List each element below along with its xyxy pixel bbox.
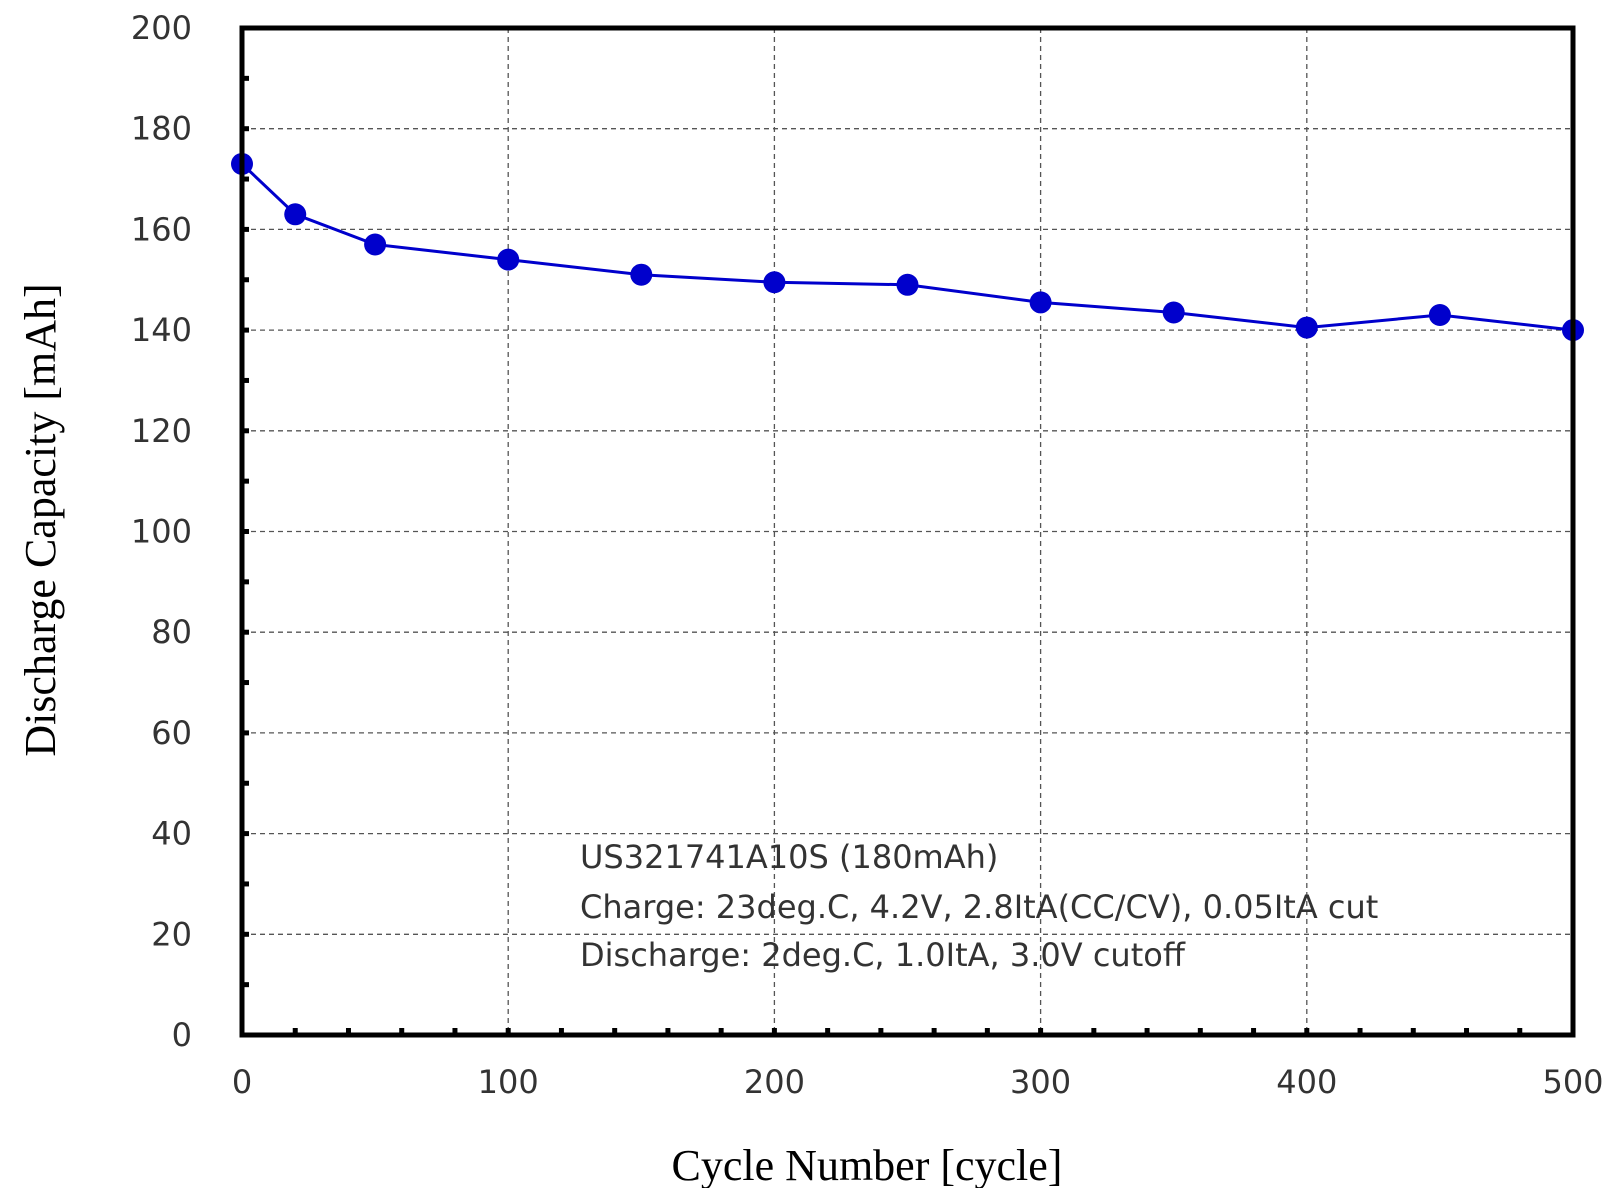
y-tick-label: 60	[151, 714, 192, 752]
x-axis-title: Cycle Number [cycle]	[672, 1141, 1063, 1188]
series-layer	[231, 152, 1584, 342]
y-tick-label: 100	[131, 513, 192, 551]
x-tick-label: 200	[744, 1063, 805, 1101]
data-point	[1428, 303, 1451, 326]
annotation-line-3: Discharge: 2deg.C, 1.0ItA, 3.0V cutoff	[580, 936, 1186, 974]
y-axis-title: Discharge Capacity [mAh]	[16, 283, 65, 756]
x-tick-label: 0	[232, 1063, 252, 1101]
data-point	[896, 273, 919, 296]
plot-frame	[239, 25, 1576, 1038]
y-tick-label: 140	[131, 311, 192, 349]
data-point	[284, 203, 307, 226]
y-tick-label: 40	[151, 815, 192, 853]
y-tick-label: 80	[151, 613, 192, 651]
y-tick-label: 200	[131, 9, 192, 47]
data-point	[1162, 301, 1185, 324]
annotation-line-1: US321741A10S (180mAh)	[580, 838, 998, 876]
data-point	[763, 271, 786, 294]
series-line	[240, 162, 1574, 332]
x-tick-label: 100	[478, 1063, 539, 1101]
y-tick-label: 180	[131, 110, 192, 148]
y-tick-label: 160	[131, 210, 192, 248]
grid-lines	[242, 28, 1573, 1035]
y-tick-labels: 0 20 40 60 80 100 120 140 160 180 200	[131, 9, 192, 1054]
data-point	[364, 233, 387, 256]
x-tick-labels: 0 100 200 300 400 500	[232, 1063, 1604, 1101]
y-tick-label: 0	[172, 1016, 192, 1054]
data-point	[497, 248, 520, 271]
annotation-box: US321741A10S (180mAh) Charge: 23deg.C, 4…	[580, 838, 1378, 974]
x-tick-label: 300	[1010, 1063, 1071, 1101]
data-point	[1295, 316, 1318, 339]
data-point	[1029, 291, 1052, 314]
y-tick-label: 120	[131, 412, 192, 450]
data-point	[630, 263, 653, 286]
x-tick-label: 500	[1542, 1063, 1603, 1101]
annotation-line-2: Charge: 23deg.C, 4.2V, 2.8ItA(CC/CV), 0.…	[580, 888, 1378, 926]
y-tick-label: 20	[151, 915, 192, 953]
x-tick-label: 400	[1276, 1063, 1337, 1101]
